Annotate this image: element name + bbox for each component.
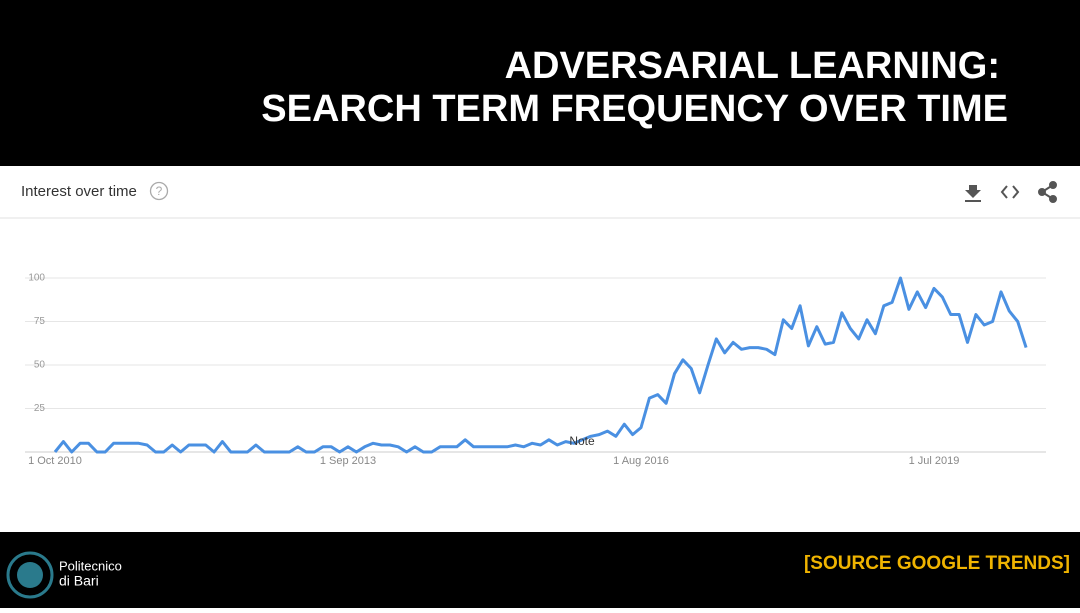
x-tick-label: 1 Sep 2013 [320,455,376,467]
y-tick-label: 100 [28,273,45,284]
download-icon[interactable] [965,185,981,202]
x-tick-label: 1 Oct 2010 [28,455,82,467]
logo-text: Politecnico [59,558,122,573]
slide-title: SEARCH TERM FREQUENCY OVER TIME [261,88,1008,130]
annotation: Note [569,434,595,448]
svg-text:?: ? [156,184,163,198]
help-icon[interactable]: ? [149,181,169,201]
chart-panel [0,166,1080,532]
logo [6,551,54,599]
chart-title: Interest over time [21,183,137,200]
share-icon[interactable] [1038,181,1057,203]
x-tick-label: 1 Aug 2016 [613,455,669,467]
y-tick-label: 25 [34,403,46,414]
source-label: [SOURCE GOOGLE TRENDS] [804,553,1070,574]
plot: 25 50 75 100 1 Oct 2010 1 Sep 2013 1 Aug 2016 1… [25,273,1046,467]
y-tick-label: 75 [34,316,46,327]
x-tick-label: 1 Jul 2019 [909,455,960,467]
y-tick-label: 50 [34,360,46,371]
logo-text: di Bari [59,573,99,589]
slide-title: ADVERSARIAL LEARNING: [505,45,1000,87]
series-line [53,276,1028,454]
embed-icon[interactable] [1000,185,1020,199]
